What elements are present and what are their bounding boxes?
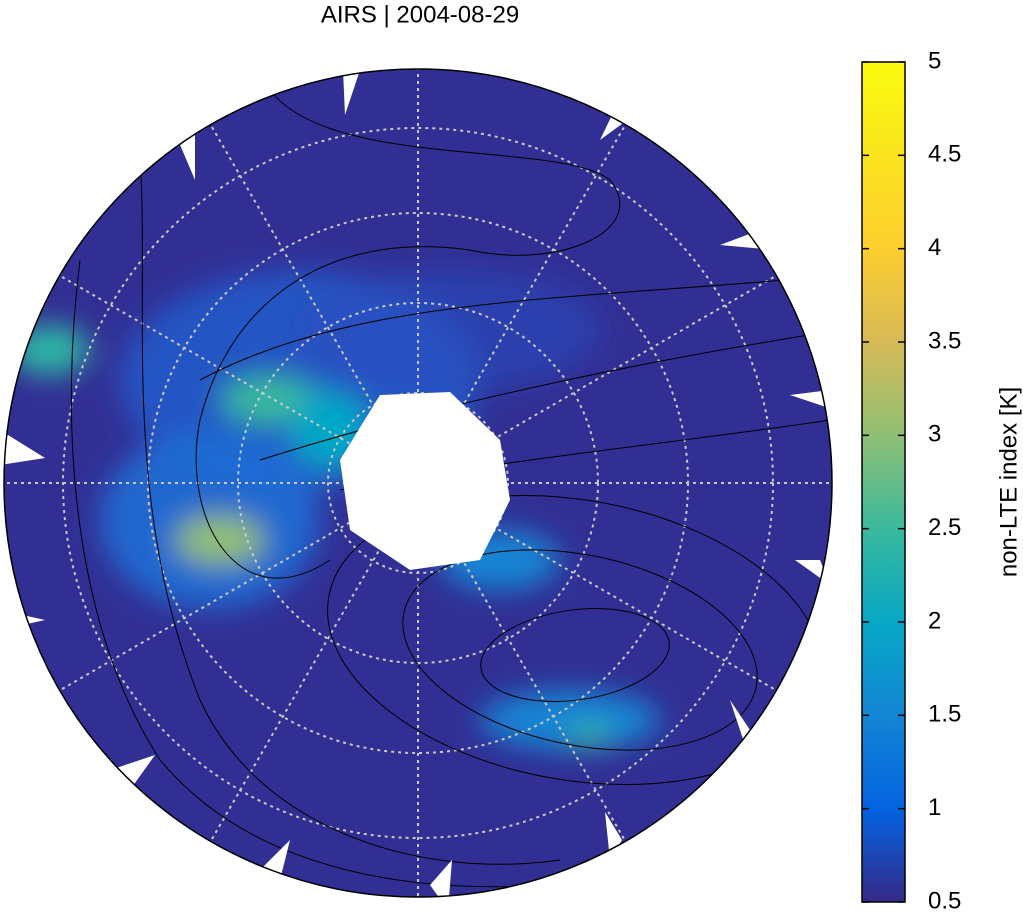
title: AIRS | 2004-08-29 [321,1,519,28]
colorbar-tick-label: 4.5 [928,141,961,168]
colorbar-tick-label: 3 [928,421,941,448]
map-border [3,68,833,898]
colorbar-tick-label: 1 [928,794,941,821]
colorbar-tick-label: 2.5 [928,514,961,541]
colorbar-tick-label: 1.5 [928,701,961,728]
colorbar-gradient [861,61,906,903]
colorbar: 0.5 1 1.5 2 2.5 3 3.5 4 4.5 5 [861,47,961,912]
polar-gap [340,392,510,570]
colorbar-label: non-LTE index [K] [995,387,1022,577]
colorbar-tick-label: 3.5 [928,327,961,354]
map [4,69,832,897]
colorbar-tick-label: 0.5 [928,887,961,912]
colorbar-tick-label: 4 [928,234,941,261]
colorbar-tick-label: 5 [928,47,941,74]
colorbar-tick-label: 2 [928,607,941,634]
